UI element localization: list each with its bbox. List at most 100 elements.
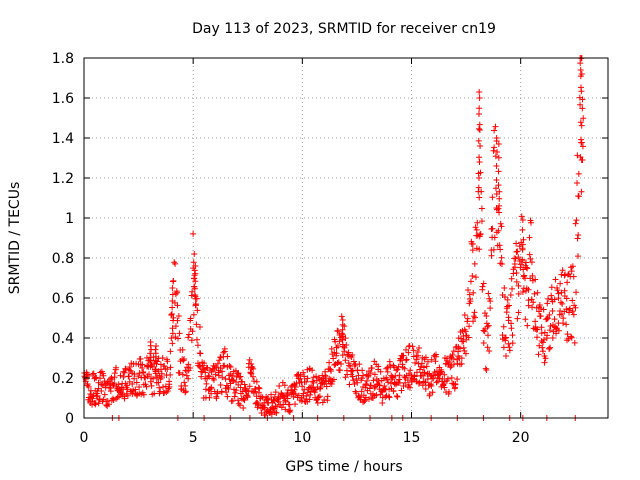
data-point xyxy=(492,185,499,192)
data-point xyxy=(553,330,560,337)
data-point xyxy=(423,363,430,370)
data-point xyxy=(142,381,149,388)
data-point xyxy=(492,123,499,130)
data-point xyxy=(281,382,288,389)
data-point xyxy=(578,188,585,195)
data-point xyxy=(476,89,483,95)
data-point xyxy=(328,367,335,374)
data-point xyxy=(346,381,353,388)
data-point xyxy=(492,153,499,160)
data-point xyxy=(98,387,105,394)
data-point xyxy=(175,335,182,342)
data-point xyxy=(406,384,413,391)
data-point xyxy=(219,368,226,375)
data-point xyxy=(548,284,555,291)
data-point xyxy=(528,259,535,266)
data-point xyxy=(150,375,157,382)
data-point xyxy=(523,259,530,266)
data-point xyxy=(386,394,393,401)
data-point xyxy=(237,402,244,409)
data-point xyxy=(529,304,536,311)
data-point xyxy=(301,386,308,393)
data-point xyxy=(513,278,520,285)
data-point xyxy=(469,273,476,280)
data-point xyxy=(559,300,566,307)
data-point xyxy=(542,355,549,362)
data-point xyxy=(224,353,231,360)
data-point xyxy=(316,393,323,400)
chart-title: Day 113 of 2023, SRMTID for receiver cn1… xyxy=(192,21,496,37)
data-point xyxy=(153,361,160,367)
data-point xyxy=(470,318,477,325)
data-point xyxy=(276,383,283,390)
data-point xyxy=(574,152,581,159)
data-point xyxy=(511,264,518,271)
data-point xyxy=(115,381,122,388)
data-point xyxy=(194,342,201,349)
data-point xyxy=(198,373,205,380)
data-point xyxy=(236,374,243,381)
data-point xyxy=(387,363,394,370)
data-point xyxy=(544,332,551,339)
data-point xyxy=(578,88,585,95)
data-point xyxy=(166,384,173,391)
data-point xyxy=(292,401,299,408)
data-point xyxy=(300,390,307,397)
data-point xyxy=(359,367,366,374)
data-point xyxy=(240,405,247,412)
data-point xyxy=(85,383,92,390)
data-point xyxy=(578,157,585,163)
data-point xyxy=(493,135,500,141)
data-point xyxy=(90,392,97,399)
data-point xyxy=(478,188,485,195)
data-point xyxy=(143,383,150,390)
data-point xyxy=(190,311,197,318)
data-point xyxy=(458,360,465,367)
data-point xyxy=(472,224,479,231)
data-point xyxy=(491,127,498,134)
data-point xyxy=(193,336,200,343)
data-point xyxy=(496,242,503,249)
data-point xyxy=(472,274,479,281)
data-point xyxy=(547,344,554,351)
data-point xyxy=(84,381,91,388)
data-point xyxy=(410,347,417,354)
data-point xyxy=(379,394,386,401)
data-point xyxy=(147,358,154,364)
data-point xyxy=(235,400,242,407)
data-point xyxy=(187,315,194,322)
data-point xyxy=(313,373,320,380)
data-point xyxy=(527,255,534,262)
data-point xyxy=(384,368,391,375)
data-point xyxy=(431,352,438,359)
data-point xyxy=(515,254,522,261)
data-point xyxy=(450,361,457,368)
data-point xyxy=(361,398,368,405)
data-point xyxy=(564,279,571,286)
data-point xyxy=(476,95,483,101)
data-point xyxy=(498,223,505,230)
data-point xyxy=(531,290,538,297)
data-point xyxy=(570,311,577,318)
data-point xyxy=(147,342,154,349)
data-point xyxy=(303,378,310,385)
data-point xyxy=(206,373,213,380)
x-axis-ticks: 0 5 10 15 20 xyxy=(80,58,530,446)
data-point xyxy=(136,384,143,391)
data-point xyxy=(503,352,510,359)
data-point xyxy=(394,366,401,373)
data-point xyxy=(192,301,199,307)
data-point xyxy=(237,373,244,380)
data-point xyxy=(334,327,341,334)
data-point xyxy=(104,379,111,386)
data-point xyxy=(566,306,573,313)
data-point xyxy=(512,255,519,262)
y-tick-label: 1.8 xyxy=(52,51,74,67)
data-point xyxy=(286,401,293,408)
data-point xyxy=(473,226,480,233)
data-point xyxy=(300,369,307,376)
data-point xyxy=(95,379,102,386)
data-point xyxy=(157,388,164,395)
data-point xyxy=(126,363,133,370)
data-point xyxy=(526,234,533,241)
